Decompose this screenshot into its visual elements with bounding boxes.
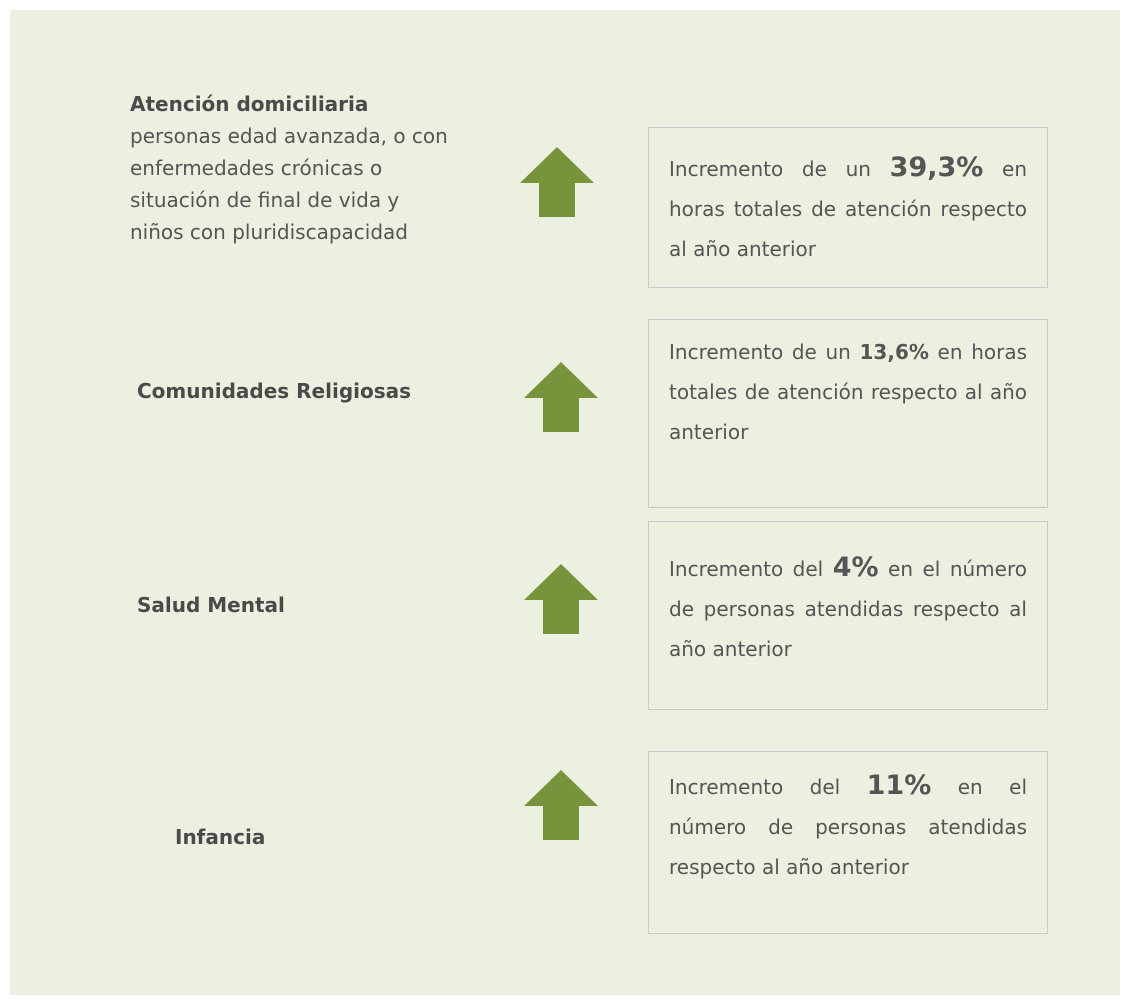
stat-text: Incremento del [669, 775, 867, 799]
up-arrow [520, 147, 594, 217]
stat-box: Incremento del 4% en el número de person… [648, 521, 1048, 710]
up-arrow [524, 362, 598, 432]
stat-text: en el número de personas atendidas respe… [669, 775, 1027, 879]
stat-figure: 39,3% [889, 152, 984, 183]
up-arrow [524, 770, 598, 840]
row-title: Salud Mental [137, 593, 285, 617]
stat-figure: 4% [832, 552, 879, 583]
stat-figure: 11% [866, 770, 932, 801]
stat-text: en el número de personas atendidas respe… [669, 557, 1027, 661]
stat-text: Incremento del [669, 557, 833, 581]
up-arrow [524, 564, 598, 634]
row-label: Infancia [175, 821, 265, 853]
row-label: Atención domiciliaria personas edad avan… [130, 88, 450, 248]
stat-box: Incremento del 11% en el número de perso… [648, 751, 1048, 934]
stat-box: Incremento de un 39,3% en horas totales … [648, 127, 1048, 288]
row-title: Atención domiciliaria [130, 92, 369, 116]
stat-text: Incremento de un [669, 157, 890, 181]
stat-box: Incremento de un 13,6% en horas totales … [648, 319, 1048, 508]
row-title: Comunidades Religiosas [137, 379, 412, 403]
stat-text: Incremento de un [669, 340, 860, 364]
stat-text: en horas totales de atención respecto al… [669, 157, 1028, 261]
row-title: Infancia [175, 825, 266, 849]
stat-figure: 13,6% [859, 340, 929, 364]
row-label: Comunidades Religiosas [137, 375, 411, 407]
row-subtitle: personas edad avanzada, o con enfermedad… [130, 124, 448, 244]
row-label: Salud Mental [137, 589, 285, 621]
stat-text: en horas totales de atención respecto al… [669, 340, 1027, 444]
